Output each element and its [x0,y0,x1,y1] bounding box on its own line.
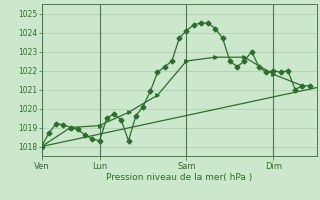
X-axis label: Pression niveau de la mer( hPa ): Pression niveau de la mer( hPa ) [106,173,252,182]
